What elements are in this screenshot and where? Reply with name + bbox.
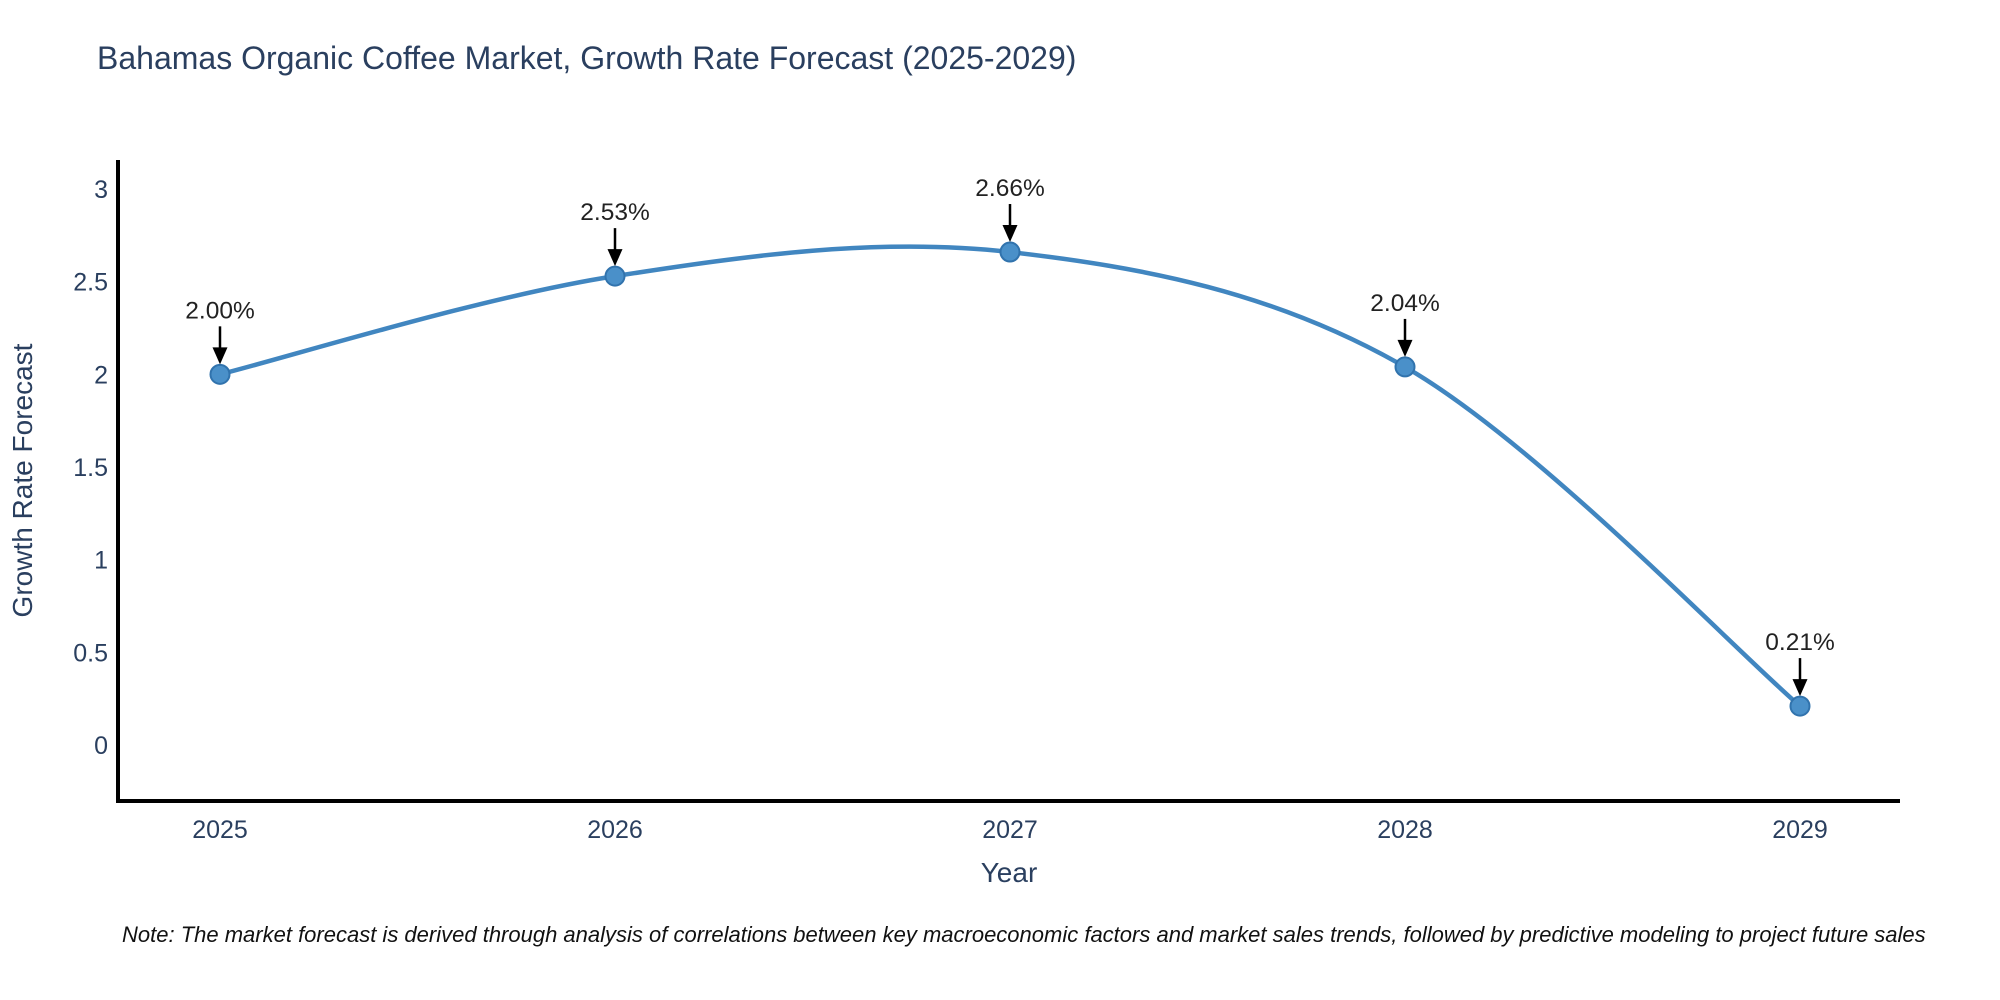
annotation-arrowhead bbox=[1792, 679, 1808, 697]
data-point-marker bbox=[209, 363, 231, 385]
y-tick-label: 2 bbox=[94, 361, 108, 389]
annotation-label: 2.04% bbox=[1370, 290, 1439, 317]
y-axis-title: Growth Rate Forecast bbox=[7, 343, 38, 617]
x-tick-label: 2026 bbox=[587, 816, 643, 844]
annotation-label: 2.66% bbox=[975, 175, 1044, 202]
x-axis-title: Year bbox=[981, 857, 1038, 888]
chart-title: Bahamas Organic Coffee Market, Growth Ra… bbox=[97, 40, 1077, 76]
annotation-label: 2.00% bbox=[185, 297, 254, 324]
annotation-arrowhead bbox=[1397, 339, 1413, 357]
y-tick-label: 0.5 bbox=[73, 639, 108, 667]
y-tick-label: 0 bbox=[94, 732, 108, 760]
data-point-marker bbox=[999, 241, 1021, 263]
y-tick-label: 1 bbox=[94, 547, 108, 575]
trend-line bbox=[217, 244, 1803, 709]
annotation-arrowhead bbox=[212, 347, 228, 365]
x-tick-label: 2027 bbox=[982, 816, 1038, 844]
x-tick-label: 2029 bbox=[1772, 816, 1828, 844]
annotation-label: 0.21% bbox=[1765, 629, 1834, 656]
x-tick-label: 2025 bbox=[192, 816, 248, 844]
y-tick-label: 2.5 bbox=[73, 269, 108, 297]
y-tick-label: 3 bbox=[94, 176, 108, 204]
y-tick-label: 1.5 bbox=[73, 454, 108, 482]
data-point-marker bbox=[1789, 695, 1811, 717]
data-point-marker bbox=[604, 265, 626, 287]
annotation-label: 2.53% bbox=[580, 199, 649, 226]
footnote: Note: The market forecast is derived thr… bbox=[122, 922, 1926, 947]
annotation-arrowhead bbox=[607, 249, 623, 267]
annotation-arrowhead bbox=[1002, 225, 1018, 243]
x-tick-label: 2028 bbox=[1377, 816, 1433, 844]
data-point-marker bbox=[1394, 356, 1416, 378]
